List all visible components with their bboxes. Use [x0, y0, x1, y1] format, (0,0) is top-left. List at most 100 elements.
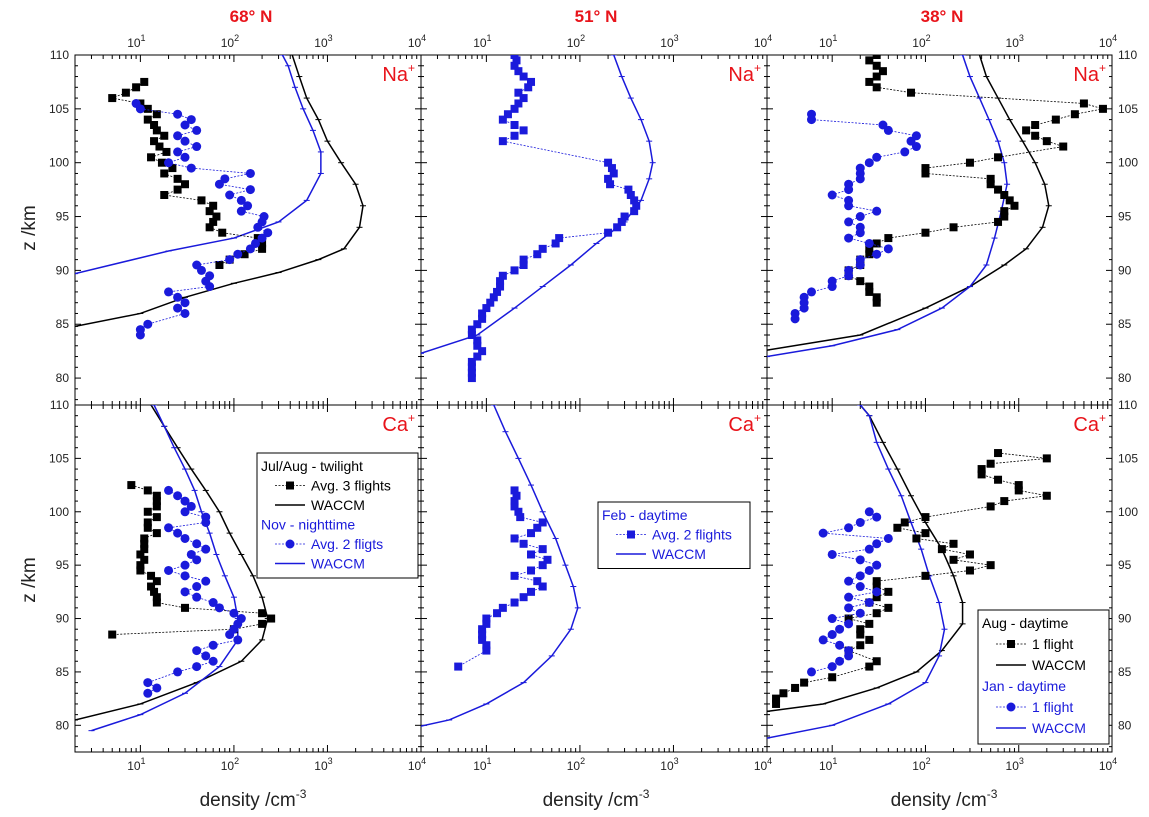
data-point-circle: [201, 517, 211, 527]
data-point-circle: [186, 115, 196, 125]
data-point-circle: [844, 619, 854, 629]
data-point-circle: [835, 640, 845, 650]
data-point-square: [205, 207, 214, 216]
data-point-square: [994, 449, 1003, 458]
svg-text:density /cm-3: density /cm-3: [891, 787, 998, 811]
data-point-square: [527, 550, 536, 559]
data-point-square: [493, 287, 502, 296]
ion-label: Na+: [728, 61, 761, 86]
data-point-circle: [911, 142, 921, 152]
data-point-circle: [164, 485, 174, 495]
data-point-square: [538, 545, 547, 554]
data-point-square: [143, 523, 152, 532]
data-point-square: [884, 587, 893, 596]
data-point-square: [473, 336, 482, 345]
data-point-square: [986, 180, 995, 189]
data-point-square: [856, 277, 865, 286]
legend-swatch-circle: [285, 539, 295, 549]
data-point-square: [865, 287, 874, 296]
data-point-circle: [827, 662, 837, 672]
data-point-square: [267, 614, 276, 623]
data-point-square: [607, 164, 616, 173]
data-point-circle: [173, 292, 183, 302]
data-point-circle: [844, 271, 854, 281]
x-tick-label-top: 104: [1099, 33, 1117, 50]
svg-text:density /cm-3: density /cm-3: [543, 787, 650, 811]
data-point-square: [467, 357, 476, 366]
data-point-circle: [855, 174, 865, 184]
data-point-circle: [180, 571, 190, 581]
data-point-square: [1000, 191, 1009, 199]
data-point-circle: [143, 678, 153, 688]
data-point-circle: [192, 539, 202, 549]
ion-label: Ca+: [728, 411, 761, 436]
data-point-square: [152, 502, 161, 511]
data-point-circle: [180, 152, 190, 162]
data-point-square: [510, 497, 519, 506]
data-point-square: [865, 282, 874, 291]
data-point-square: [215, 261, 224, 269]
legend-entry-label: 1 flight: [1032, 636, 1073, 652]
data-point-square: [519, 539, 528, 548]
measurement-connector: [848, 55, 1104, 303]
data-point-square: [258, 239, 267, 248]
column-title-68N: 68° N: [230, 7, 273, 26]
data-point-circle: [192, 646, 202, 656]
data-point-square: [1042, 454, 1051, 463]
data-point-square: [519, 72, 528, 81]
data-point-square: [986, 502, 995, 511]
panel-na-68: Na+: [74, 54, 422, 406]
data-point-square: [949, 539, 958, 548]
data-point-circle: [855, 571, 865, 581]
x-tick-label-bottom: 104: [754, 756, 772, 773]
data-point-square: [884, 234, 893, 243]
series-group-na-51: [421, 55, 656, 383]
data-point-circle: [236, 195, 246, 205]
y-tick-label-right: 95: [1118, 210, 1132, 224]
data-point-square: [865, 635, 874, 644]
y-tick-label-left: 95: [56, 210, 70, 224]
ion-label: Ca+: [1073, 411, 1106, 436]
data-point-circle: [173, 131, 183, 141]
data-point-square: [1005, 196, 1014, 205]
data-point-square: [498, 271, 507, 280]
data-point-square: [912, 534, 921, 543]
y-tick-label-left: 100: [49, 156, 69, 170]
data-point-circle: [186, 501, 196, 511]
waccm-model-line: [421, 55, 654, 355]
data-point-circle: [173, 528, 183, 538]
data-point-square: [519, 261, 528, 269]
data-point-circle: [173, 147, 183, 157]
data-point-circle: [855, 555, 865, 565]
data-point-square: [181, 603, 190, 612]
data-point-square: [160, 131, 169, 140]
x-tick-label-top: 101: [127, 33, 145, 50]
data-point-circle: [164, 523, 174, 533]
data-point-circle: [236, 206, 246, 216]
data-point-square: [865, 77, 874, 86]
data-point-square: [152, 593, 161, 602]
data-point-square: [140, 555, 149, 564]
data-point-square: [1098, 104, 1107, 113]
data-point-square: [828, 673, 837, 682]
data-point-square: [856, 641, 865, 650]
data-point-circle: [192, 592, 202, 602]
data-point-square: [155, 142, 164, 151]
data-point-circle: [173, 491, 183, 501]
data-point-square: [1031, 131, 1040, 140]
data-point-circle: [180, 298, 190, 308]
data-point-circle: [192, 125, 202, 135]
data-point-circle: [844, 217, 854, 227]
data-point-circle: [900, 147, 910, 157]
data-point-square: [1010, 201, 1019, 210]
data-point-circle: [208, 598, 218, 608]
data-point-square: [893, 523, 902, 532]
data-point-circle: [844, 592, 854, 602]
data-point-square: [865, 619, 874, 628]
ion-label-charge: +: [754, 411, 761, 425]
data-point-circle: [827, 282, 837, 292]
data-point-circle: [844, 201, 854, 211]
data-point-circle: [864, 158, 874, 168]
x-tick-label-top: 103: [660, 33, 678, 50]
